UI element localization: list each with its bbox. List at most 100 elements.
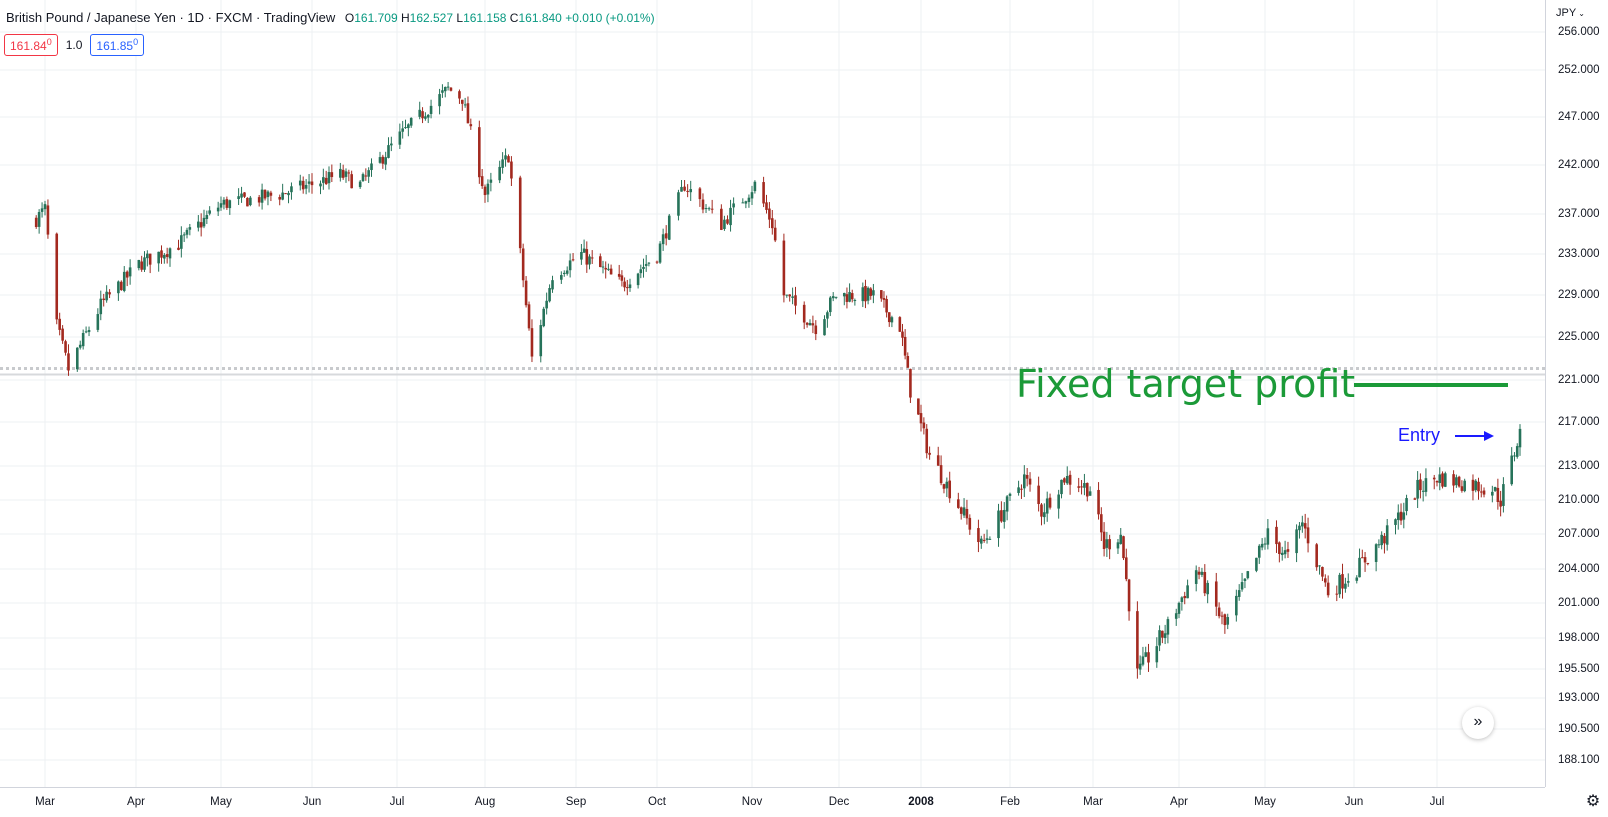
time-tick-label: Jun <box>1344 796 1364 808</box>
entry-arrow <box>1455 431 1494 441</box>
candle <box>390 136 393 152</box>
candle <box>609 264 613 275</box>
candle <box>928 446 931 460</box>
candle <box>421 107 424 124</box>
scroll-to-realtime-button[interactable]: » <box>1462 707 1494 739</box>
candle <box>1402 502 1406 529</box>
candle <box>834 296 838 300</box>
candle <box>1206 580 1209 604</box>
candle <box>1435 480 1439 487</box>
candle <box>148 253 152 274</box>
candle <box>527 301 531 331</box>
candle <box>864 279 867 309</box>
quantity-value[interactable]: 1.0 <box>65 38 83 52</box>
candle <box>580 243 583 265</box>
price-axis[interactable]: JPY ⌄ 256.000 252.000 247.000 242.000 237.000… <box>1545 0 1608 787</box>
candle <box>667 213 671 241</box>
candle <box>1124 548 1128 582</box>
candle <box>182 232 186 242</box>
candle <box>1510 447 1513 486</box>
candle <box>698 187 702 207</box>
candle <box>962 498 966 518</box>
candle <box>726 215 729 225</box>
high-value: 162.527 <box>409 11 454 25</box>
time-tick-label: Mar <box>1083 796 1103 808</box>
candle <box>599 253 602 268</box>
candle <box>965 499 969 525</box>
gear-icon[interactable]: ⚙ <box>1585 793 1601 810</box>
candle <box>903 329 907 360</box>
candle <box>199 213 203 237</box>
candle <box>768 202 771 229</box>
candle <box>808 319 812 326</box>
candle <box>945 477 949 498</box>
candle <box>1366 562 1370 566</box>
buy-button[interactable]: 161.850 <box>90 34 145 56</box>
ohlc-values: O161.709 H162.527 L161.158 C161.840 +0.0… <box>345 11 655 25</box>
candle <box>339 162 342 182</box>
candle <box>168 247 172 267</box>
candle <box>1491 485 1494 503</box>
candle <box>848 283 851 303</box>
candle <box>704 204 708 213</box>
candle <box>882 291 886 308</box>
close-label: C <box>509 11 519 25</box>
currency-label: JPY <box>1556 7 1577 19</box>
low-label: L <box>456 11 464 25</box>
time-tick-label: Jul <box>1429 796 1445 808</box>
candle <box>1396 504 1400 530</box>
candle <box>466 96 470 124</box>
candle <box>814 320 818 341</box>
candle <box>58 312 61 336</box>
candle <box>486 179 490 203</box>
candle <box>307 174 311 193</box>
candle <box>1155 637 1159 668</box>
candle <box>266 190 270 206</box>
candle <box>1457 475 1461 488</box>
candle <box>773 219 777 243</box>
candle <box>370 158 373 177</box>
candle <box>350 170 353 189</box>
time-tick-label: May <box>1254 796 1276 808</box>
candle <box>1496 478 1500 510</box>
candle <box>1452 470 1455 493</box>
candle <box>99 290 103 321</box>
candle <box>1097 482 1100 520</box>
time-tick-label: Mar <box>35 796 55 808</box>
candle <box>1063 477 1066 485</box>
candle <box>298 174 302 191</box>
candle <box>120 280 123 291</box>
candle <box>228 199 232 215</box>
candle <box>1298 522 1301 539</box>
candle <box>919 404 923 432</box>
candle <box>426 114 430 124</box>
symbol-title[interactable]: British Pound / Japanese Yen · 1D · FXCM… <box>6 10 336 25</box>
candle <box>398 123 402 150</box>
chevron-down-icon: ⌄ <box>1578 9 1585 18</box>
candle <box>530 319 534 363</box>
double-chevron-right-icon: » <box>1473 713 1483 730</box>
candle <box>1463 478 1466 493</box>
candle <box>330 164 334 183</box>
candles <box>34 81 1522 679</box>
sell-button[interactable]: 161.840 <box>4 34 58 56</box>
candle <box>729 199 732 232</box>
candle <box>720 204 723 231</box>
candle <box>1338 572 1341 598</box>
buy-price: 161.85 <box>96 39 134 53</box>
candle <box>568 253 572 278</box>
currency-selector[interactable]: JPY ⌄ <box>1556 7 1585 19</box>
candle <box>1122 535 1125 561</box>
candle <box>1177 601 1181 619</box>
candle <box>240 186 243 203</box>
candle <box>1358 548 1361 578</box>
candle <box>67 344 70 376</box>
candle <box>1280 546 1284 561</box>
chart-area[interactable]: British Pound / Japanese Yen · 1D · FXCM… <box>0 0 1545 787</box>
time-axis[interactable]: Mar Apr May Jun Jul Aug Sep Oct Nov Dec 2008 Feb Mar… <box>0 787 1545 817</box>
candle <box>604 261 607 279</box>
candle <box>75 347 79 372</box>
candlestick-chart[interactable] <box>0 0 1545 787</box>
time-tick-label: Dec <box>828 796 850 808</box>
candle <box>87 326 91 337</box>
